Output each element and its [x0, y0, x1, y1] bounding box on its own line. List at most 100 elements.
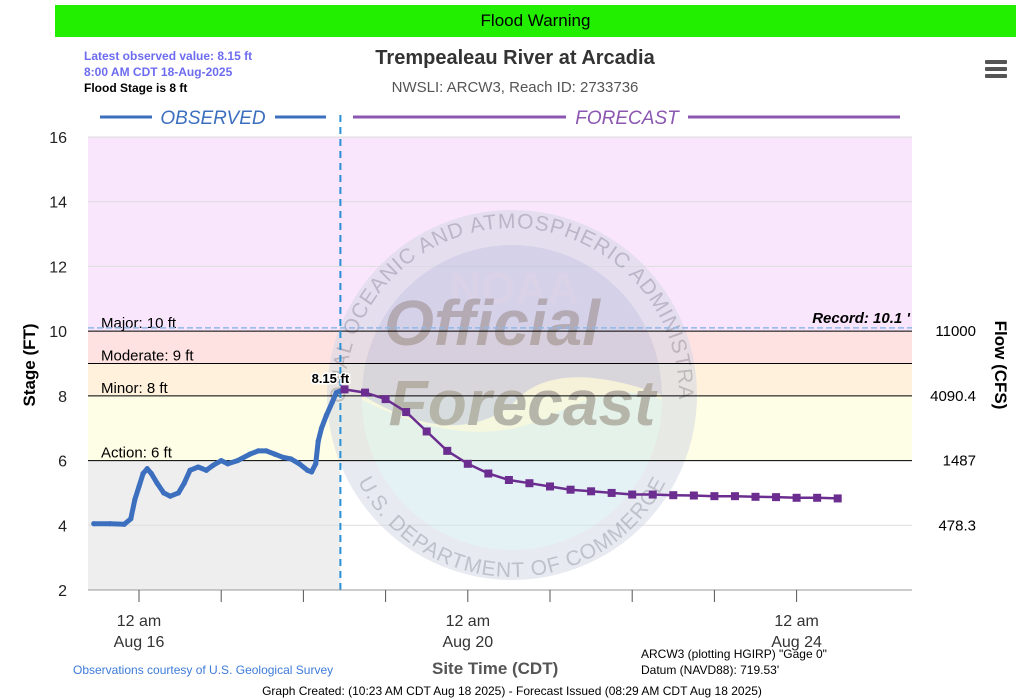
observed-point	[107, 521, 113, 527]
observed-point	[203, 467, 210, 473]
watermark-bird	[362, 245, 662, 426]
x-tick-label: 12 am	[446, 613, 490, 630]
menu-bar	[985, 74, 1007, 78]
observed-point	[309, 469, 315, 475]
observed-point	[313, 461, 319, 467]
observed-point	[255, 448, 261, 454]
observed-point	[132, 496, 138, 502]
observed-point	[136, 483, 142, 490]
observed-point	[333, 390, 339, 396]
observed-point	[187, 467, 193, 473]
observed-point	[181, 480, 187, 486]
y-tick-label: 2	[58, 583, 67, 600]
forecast-point	[669, 491, 678, 500]
x-tick-label: Aug 16	[114, 634, 165, 651]
menu-bar	[985, 67, 1007, 71]
y-tick-label: 6	[58, 454, 67, 471]
flow-label: 4090.4	[930, 388, 976, 405]
chart-subtitle: NWSLI: ARCW3, Reach ID: 2733736	[391, 79, 639, 96]
forecast-point	[607, 488, 616, 497]
chart-title: Trempealeau River at Arcadia	[375, 47, 655, 69]
observed-point	[210, 462, 216, 469]
y-tick-label: 14	[49, 195, 67, 212]
observed-point	[304, 467, 311, 473]
flow-label: 11000	[935, 323, 976, 340]
forecast-point	[751, 492, 760, 501]
flood-warning-banner: Flood Warning	[55, 5, 1016, 37]
observed-point	[218, 457, 224, 464]
flood-stage-note: Flood Stage is 8 ft	[84, 81, 188, 95]
forecast-header: FORECAST	[575, 108, 680, 129]
y2-axis-title: Flow (CFS)	[991, 321, 1010, 410]
observed-point	[140, 470, 146, 477]
forecast-point	[504, 475, 513, 484]
latest-observed-info: Latest observed value: 8.15 ft 8:00 AM C…	[84, 48, 252, 96]
forecast-point	[484, 469, 493, 478]
observed-point	[235, 457, 241, 464]
record-label: Record: 10.1 '	[812, 310, 910, 327]
forecast-point	[710, 492, 719, 501]
watermark-noaa: NOAA	[449, 264, 579, 313]
forecast-point	[772, 493, 781, 502]
observed-point	[318, 425, 325, 431]
forecast-point	[587, 487, 596, 496]
forecast-point	[463, 459, 472, 468]
y-tick-label: 12	[49, 259, 67, 276]
threshold-label: Action: 6 ft	[101, 445, 173, 462]
observed-point	[296, 461, 302, 467]
forecast-point	[546, 482, 554, 491]
threshold-label: Minor: 8 ft	[101, 380, 169, 397]
datum-line: Datum (NAVD88): 719.53'	[641, 663, 780, 677]
x-tick-label: 12 am	[117, 613, 161, 630]
observed-point	[288, 456, 294, 462]
flow-label: 1487	[943, 453, 976, 470]
observed-header: OBSERVED	[160, 108, 266, 129]
gage-datum-info: ARCW3 (plotting HGIRP) "Gage 0" Datum (N…	[641, 646, 827, 678]
forecast-point	[689, 491, 698, 500]
forecast-point	[443, 446, 452, 455]
x-tick-label: Aug 24	[771, 634, 822, 651]
observed-point	[272, 451, 278, 457]
forecast-point	[566, 485, 575, 494]
forecast-point	[381, 395, 390, 404]
watermark-wave	[362, 392, 662, 550]
observed-point	[247, 451, 253, 457]
latest-time: 8:00 AM CDT 18-Aug-2025	[84, 65, 233, 79]
x-tick-label: 12 am	[774, 613, 818, 630]
forecast-point	[813, 493, 822, 502]
usgs-credit-link[interactable]: Observations courtesy of U.S. Geological…	[73, 663, 334, 677]
forecast-point	[340, 385, 349, 394]
gage-line: ARCW3 (plotting HGIRP) "Gage 0"	[641, 647, 827, 661]
observed-point	[315, 438, 321, 444]
observed-point	[91, 521, 97, 527]
observed-point	[280, 454, 286, 460]
hamburger-menu-icon[interactable]	[985, 60, 1007, 80]
observed-point	[175, 490, 182, 496]
forecast-point	[792, 493, 801, 502]
forecast-point	[833, 494, 842, 503]
forecast-point	[628, 490, 637, 499]
flow-label: 478.3	[938, 517, 976, 534]
observed-point	[128, 516, 134, 522]
observed-point	[154, 480, 160, 486]
forecast-point	[525, 479, 534, 488]
graph-created-note: Graph Created: (10:23 AM CDT Aug 18 2025…	[262, 684, 762, 698]
latest-value-label: 8.15 ft	[312, 371, 350, 386]
x-tick-label: Aug 20	[442, 634, 493, 651]
observed-point	[329, 399, 335, 405]
forecast-point	[730, 492, 739, 501]
threshold-label: Moderate: 9 ft	[101, 348, 194, 365]
observed-point	[195, 464, 201, 470]
y-axis-title: Stage (FT)	[20, 323, 39, 406]
y-tick-label: 8	[58, 389, 67, 406]
observed-point	[323, 412, 330, 418]
observed-point	[263, 448, 270, 454]
forecast-point	[361, 388, 370, 397]
forecast-point	[402, 408, 411, 417]
observed-point	[144, 466, 150, 472]
y-tick-label: 16	[49, 130, 67, 147]
threshold-label: Major: 10 ft	[101, 315, 177, 332]
watermark-official: Official	[384, 287, 601, 359]
observed-point	[121, 521, 127, 527]
menu-bar	[985, 60, 1007, 64]
